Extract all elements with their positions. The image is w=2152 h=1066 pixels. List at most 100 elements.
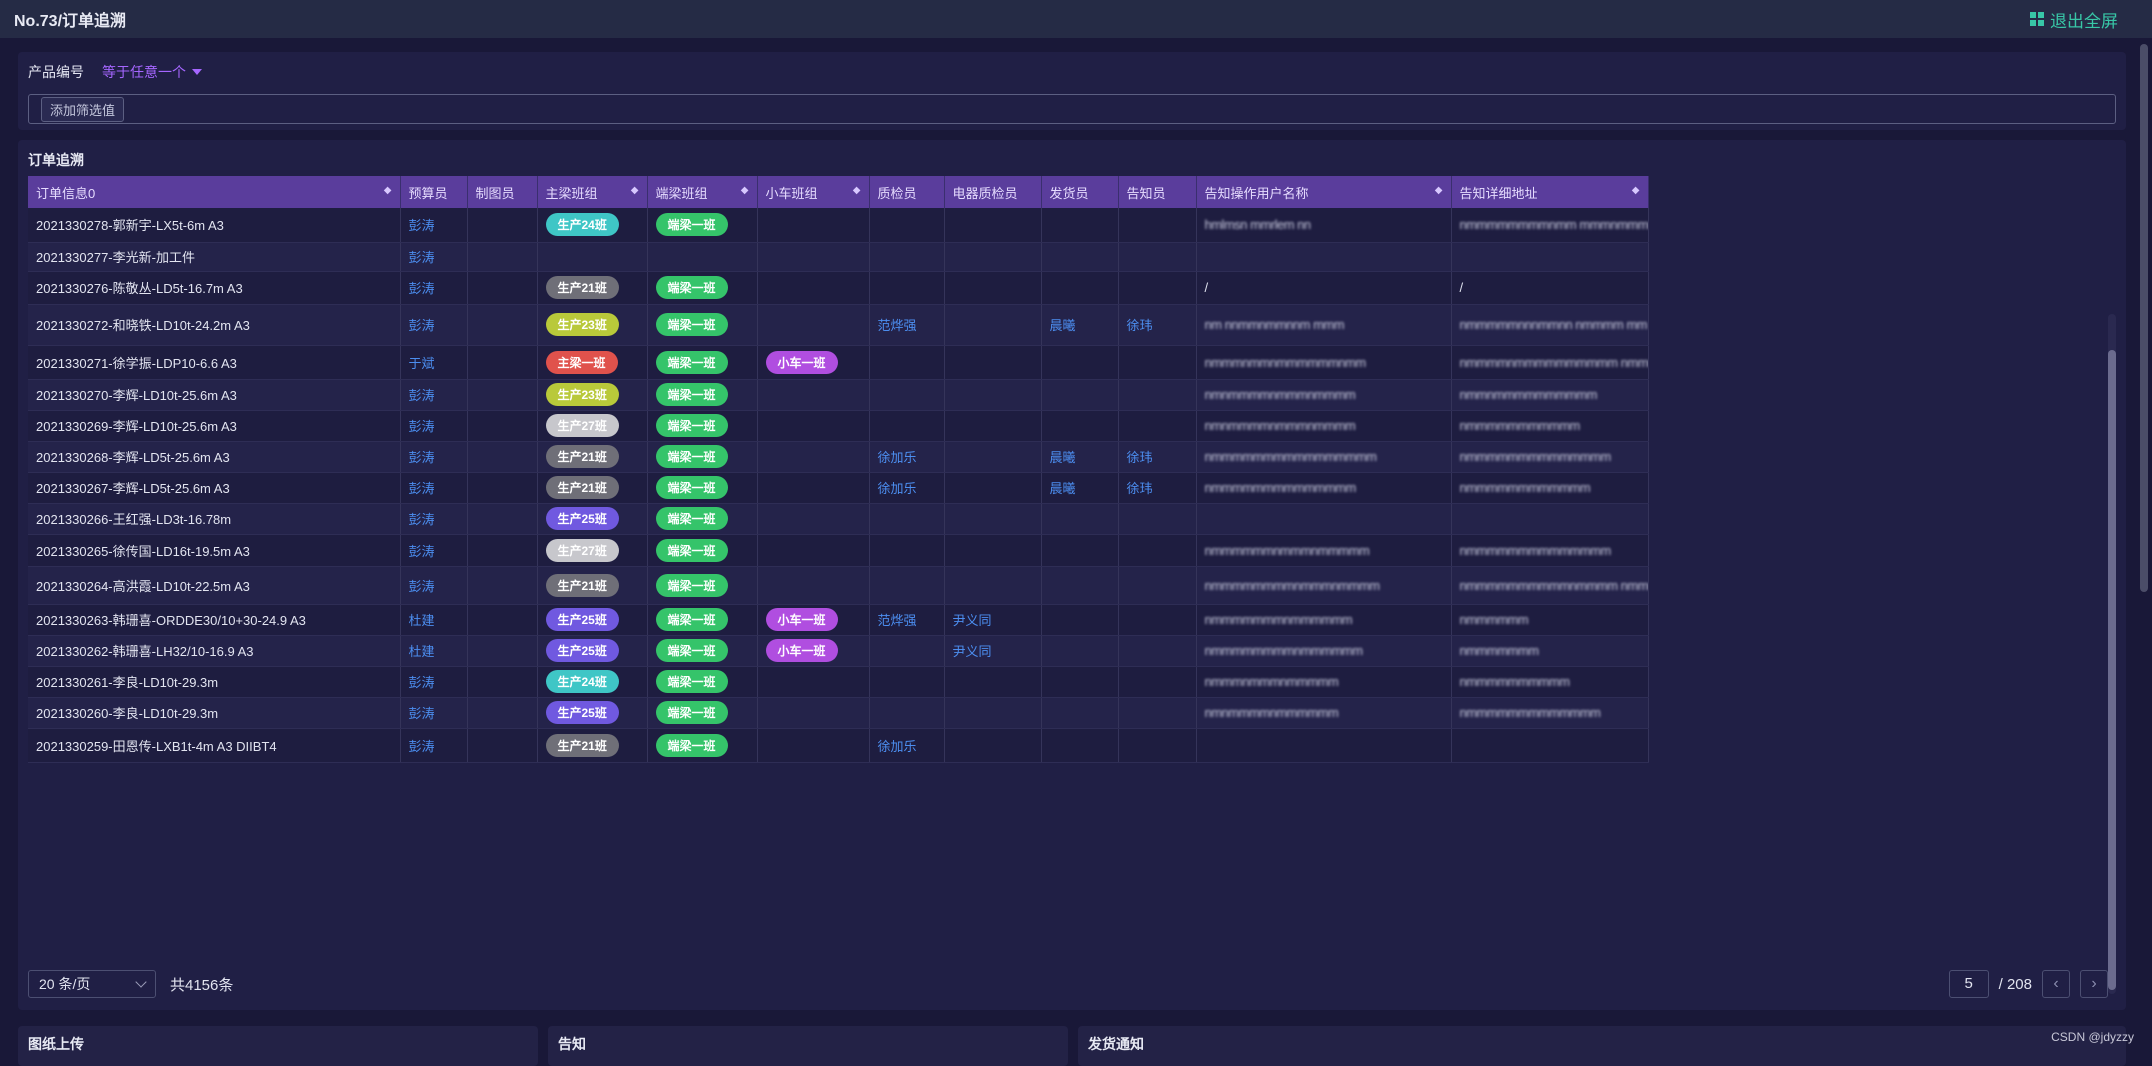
qc-link[interactable]: 徐加乐 — [877, 481, 917, 496]
ship-link[interactable]: 晨曦 — [1049, 450, 1076, 465]
table-row[interactable]: 2021330265-徐传国-LD16t-19.5m A3 彭涛 生产27班 端梁一班… — [28, 534, 1649, 567]
budget-link[interactable]: 彭涛 — [408, 318, 435, 333]
column-header[interactable]: 主梁班组 ◆ — [537, 176, 648, 208]
filter-values-box[interactable]: 添加筛选值 — [28, 94, 2116, 124]
qc-link[interactable]: 徐加乐 — [877, 450, 917, 465]
budget-link[interactable]: 杜建 — [408, 613, 435, 628]
table-row[interactable]: 2021330259-田恩传-LXB1t-4m A3 DIIBT4 彭涛 生产21班… — [28, 728, 1649, 763]
qc-link[interactable]: 范烨强 — [877, 613, 917, 628]
cell-notify — [1118, 697, 1197, 729]
table-row[interactable]: 2021330262-韩珊喜-LH32/10-16.9 A3 杜建 生产25班 端梁一… — [28, 635, 1649, 667]
table-row[interactable]: 2021330263-韩珊喜-ORDDE30/10+30-24.9 A3 杜建 生产… — [28, 604, 1649, 636]
table-row[interactable]: 2021330271-徐学振-LDP10-6.6 A3 于斌 主梁一班 端梁一班 小车一… — [28, 345, 1649, 380]
table-row[interactable]: 2021330266-王红强-LD3t-16.78m 彭涛 生产25班 端梁一班 — [28, 503, 1649, 535]
ship-link[interactable]: 晨曦 — [1049, 481, 1076, 496]
cell-notify_user: nmnmmmmnmmmnmmmm — [1196, 410, 1452, 442]
budget-link[interactable]: 彭涛 — [408, 738, 435, 754]
budget-link[interactable]: 彭涛 — [408, 388, 435, 403]
column-header[interactable]: 制图员 — [467, 176, 538, 208]
table-row[interactable]: 2021330268-李辉-LD5t-25.6m A3 彭涛 生产21班 端梁一班 徐加… — [28, 441, 1649, 473]
budget-link[interactable]: 杜建 — [408, 644, 435, 659]
budget-link[interactable]: 彭涛 — [408, 512, 435, 527]
filter-operator-dropdown[interactable]: 等于任意一个 — [102, 62, 202, 82]
table-row[interactable]: 2021330270-李辉-LD10t-25.6m A3 彭涛 生产23班 端梁一班 n… — [28, 379, 1649, 411]
budget-link[interactable]: 彭涛 — [408, 578, 435, 594]
cell-qc — [869, 410, 945, 442]
eqc-link[interactable]: 尹义同 — [952, 613, 992, 628]
sort-icon[interactable]: ◆ — [1434, 184, 1443, 196]
page-scrollbar[interactable] — [2140, 44, 2148, 592]
cell-main: 生产25班 — [537, 635, 648, 667]
order-text: 2021330263-韩珊喜-ORDDE30/10+30-24.9 A3 — [36, 613, 306, 628]
column-header[interactable]: 告知详细地址 ◆ — [1451, 176, 1649, 208]
table-row[interactable]: 2021330277-李光新-加工件 彭涛 — [28, 242, 1649, 272]
column-header[interactable]: 订单信息0 ◆ — [28, 176, 401, 208]
table-row[interactable]: 2021330269-李辉-LD10t-25.6m A3 彭涛 生产27班 端梁一班 n… — [28, 410, 1649, 442]
qc-link[interactable]: 徐加乐 — [877, 738, 917, 754]
table-row[interactable]: 2021330261-李良-LD10t-29.3m 彭涛 生产24班 端梁一班 nmmm… — [28, 666, 1649, 698]
table-row[interactable]: 2021330267-李辉-LD5t-25.6m A3 彭涛 生产21班 端梁一班 徐加… — [28, 472, 1649, 504]
notify_addr-value: nmmmmmmmmmmm — [1459, 418, 1581, 433]
current-page-input[interactable]: 5 — [1948, 970, 1989, 998]
table-row[interactable]: 2021330260-李良-LD10t-29.3m 彭涛 生产25班 端梁一班 nmnm… — [28, 697, 1649, 729]
budget-link[interactable]: 于斌 — [408, 355, 435, 371]
table-scroll-area[interactable]: 订单信息0 ◆ 预算员 制图员 主梁班组 ◆ 端梁班组 ◆ 小车班组 ◆ 质检员 电器质… — [28, 176, 2116, 961]
column-header[interactable]: 预算员 — [400, 176, 468, 208]
column-header[interactable]: 小车班组 ◆ — [757, 176, 870, 208]
eqc-link[interactable]: 尹义同 — [952, 644, 992, 659]
order-text: 2021330265-徐传国-LD16t-19.5m A3 — [36, 543, 250, 559]
table-row[interactable]: 2021330276-陈敬丛-LD5t-16.7m A3 彭涛 生产21班 端梁一班 /… — [28, 271, 1649, 305]
notify-link[interactable]: 徐玮 — [1126, 481, 1153, 496]
budget-link[interactable]: 彭涛 — [408, 419, 435, 434]
cell-eqc — [944, 728, 1042, 763]
cell-eqc — [944, 242, 1042, 272]
budget-link[interactable]: 彭涛 — [408, 675, 435, 690]
cell-eqc — [944, 345, 1042, 380]
add-filter-value-button[interactable]: 添加筛选值 — [41, 96, 125, 122]
budget-link[interactable]: 彭涛 — [408, 218, 435, 234]
main-team-tag: 主梁一班 — [545, 350, 618, 374]
budget-link[interactable]: 彭涛 — [408, 543, 435, 559]
cell-notify — [1118, 566, 1197, 605]
table-row[interactable]: 2021330278-郭新宇-LX5t-6m A3 彭涛 生产24班 端梁一班 hmlm… — [28, 208, 1649, 243]
cell-end: 端梁一班 — [647, 472, 758, 504]
budget-link[interactable]: 彭涛 — [408, 450, 435, 465]
next-page-button[interactable]: › — [2080, 970, 2108, 998]
prev-page-button[interactable]: ‹ — [2042, 970, 2070, 998]
column-header[interactable]: 发货员 — [1041, 176, 1119, 208]
notify-link[interactable]: 徐玮 — [1126, 318, 1153, 333]
budget-link[interactable]: 彭涛 — [408, 481, 435, 496]
column-header[interactable]: 端梁班组 ◆ — [647, 176, 758, 208]
exit-fullscreen-button[interactable]: 退出全屏 — [2030, 7, 2118, 32]
sort-icon[interactable]: ◆ — [740, 184, 749, 196]
budget-link[interactable]: 彭涛 — [408, 706, 435, 721]
order-text: 2021330262-韩珊喜-LH32/10-16.9 A3 — [36, 644, 254, 659]
column-header[interactable]: 质检员 — [869, 176, 945, 208]
notify_addr-value: nmmnmmmmmmmmmm — [1459, 387, 1598, 402]
end-team-tag: 端梁一班 — [655, 538, 728, 562]
table-row[interactable]: 2021330272-和晓铁-LD10t-24.2m A3 彭涛 生产23班 端梁一班… — [28, 304, 1649, 346]
sort-icon[interactable]: ◆ — [630, 184, 639, 196]
cell-end: 端梁一班 — [647, 503, 758, 535]
order-text: 2021330259-田恩传-LXB1t-4m A3 DIIBT4 — [36, 738, 277, 754]
table-scrollbar[interactable] — [2108, 314, 2116, 994]
sort-icon[interactable]: ◆ — [1631, 184, 1640, 196]
budget-link[interactable]: 彭涛 — [408, 250, 435, 265]
sort-icon[interactable]: ◆ — [383, 184, 392, 196]
column-header[interactable]: 告知员 — [1118, 176, 1197, 208]
notify-link[interactable]: 徐玮 — [1126, 450, 1153, 465]
main-team-tag: 生产27班 — [545, 414, 619, 437]
cell-main: 生产21班 — [537, 441, 648, 473]
table-row[interactable]: 2021330264-高洪霞-LD10t-22.5m A3 彭涛 生产21班 端梁一班… — [28, 566, 1649, 605]
cell-cart — [757, 728, 870, 763]
page-size-select[interactable]: 20 条/页 — [28, 970, 156, 998]
cell-order: 2021330269-李辉-LD10t-25.6m A3 — [28, 410, 401, 442]
scrollbar-thumb[interactable] — [2108, 350, 2116, 990]
budget-link[interactable]: 彭涛 — [408, 281, 435, 296]
column-header[interactable]: 电器质检员 — [944, 176, 1042, 208]
qc-link[interactable]: 范烨强 — [877, 318, 917, 333]
cell-budget: 彭涛 — [400, 410, 468, 442]
sort-icon[interactable]: ◆ — [852, 184, 861, 196]
column-header[interactable]: 告知操作用户名称 ◆ — [1196, 176, 1452, 208]
ship-link[interactable]: 晨曦 — [1049, 318, 1076, 333]
